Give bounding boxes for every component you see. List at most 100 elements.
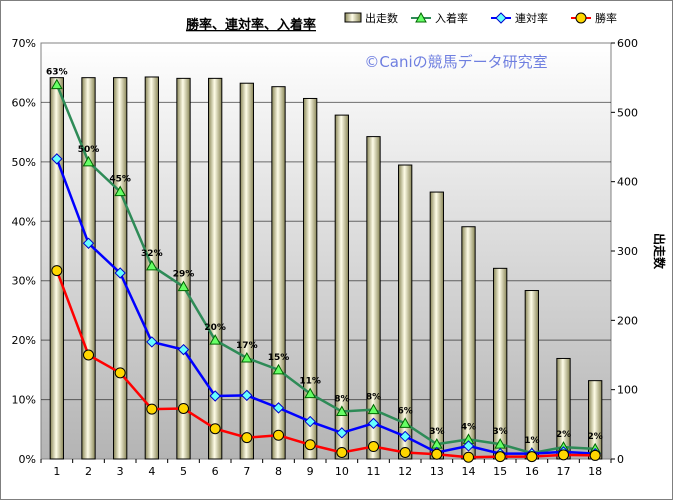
legend: 出走数 入着率 連対率 勝率 xyxy=(344,11,617,25)
legend-label: 出走数 xyxy=(365,11,398,25)
bar-starts xyxy=(334,114,349,460)
data-label: 63% xyxy=(46,68,68,78)
勝率-point xyxy=(114,367,126,379)
勝率-point xyxy=(399,446,411,458)
x-tick-label: 8 xyxy=(275,465,282,478)
x-tick-label: 5 xyxy=(180,465,187,478)
x-tick-label: 11 xyxy=(367,465,381,478)
勝率-point xyxy=(304,439,316,451)
x-tick-label: 7 xyxy=(243,465,250,478)
連対率-point xyxy=(304,415,316,428)
x-tick-label: 9 xyxy=(307,465,314,478)
x-tick-label: 4 xyxy=(148,465,155,478)
入着率-point xyxy=(114,185,127,197)
入着率-line xyxy=(55,84,596,455)
x-tick-label: 12 xyxy=(398,465,412,478)
x-tick-label: 2 xyxy=(85,465,92,478)
data-label: 8% xyxy=(366,393,381,403)
data-label: 2% xyxy=(556,430,571,440)
勝率-point xyxy=(463,451,474,463)
legend-swatch-bar xyxy=(344,12,362,23)
x-tick-label: 18 xyxy=(588,465,602,478)
left-tick-label: 10% xyxy=(12,394,36,407)
入着率-point xyxy=(145,259,158,271)
x-tick-label: 1 xyxy=(53,465,60,478)
x-tick-label: 3 xyxy=(117,465,124,478)
data-label: 15% xyxy=(268,353,290,363)
left-tick-label: 20% xyxy=(12,334,36,347)
勝率-point xyxy=(558,449,569,461)
data-label: 8% xyxy=(334,394,349,404)
data-label: 45% xyxy=(109,175,131,185)
連対率-point xyxy=(177,343,190,356)
連対率-point xyxy=(462,440,475,452)
left-tick-label: 40% xyxy=(12,215,36,228)
right-tick-label: 500 xyxy=(617,106,638,119)
x-tick-label: 6 xyxy=(212,465,219,478)
bar-starts xyxy=(524,290,539,460)
bar-starts xyxy=(429,191,444,460)
right-axis-title: 出走数 xyxy=(652,233,667,270)
right-tick-label: 200 xyxy=(617,314,638,327)
勝率-point xyxy=(526,451,538,463)
data-label: 4% xyxy=(461,422,476,432)
x-tick-label: 13 xyxy=(430,465,444,478)
left-tick-label: 30% xyxy=(12,275,36,288)
bar-series-starts xyxy=(49,76,603,460)
入着率-point xyxy=(240,351,253,363)
legend-label: 勝率 xyxy=(595,11,617,25)
入着率-point xyxy=(415,11,427,23)
連対率-point xyxy=(82,237,95,249)
data-label: 20% xyxy=(204,323,226,333)
data-labels: 63% 50% 45% 32% 29% 20% 17% 15% 11% 8% 8% 6% 3% 4% 3% 1… xyxy=(46,68,603,446)
right-tick-label: 600 xyxy=(617,37,638,50)
bar-starts xyxy=(303,97,318,460)
勝率-point xyxy=(336,446,348,458)
data-label: 11% xyxy=(299,377,321,387)
連対率-point xyxy=(367,417,380,430)
連対率-point xyxy=(495,12,507,24)
bar-starts xyxy=(176,77,191,460)
勝率-point xyxy=(146,403,158,415)
入着率-point xyxy=(335,405,348,416)
left-tick-label: 60% xyxy=(12,96,36,109)
入着率-point xyxy=(304,387,317,399)
入着率-point xyxy=(50,78,63,90)
勝率-point xyxy=(83,349,94,361)
bar-starts xyxy=(239,82,254,460)
right-tick-label: 300 xyxy=(617,245,638,258)
data-label: 3% xyxy=(493,427,508,437)
入着率-point xyxy=(399,417,412,428)
x-tick-label: 14 xyxy=(462,465,476,478)
勝率-point xyxy=(178,402,189,414)
left-tick-label: 0% xyxy=(19,453,36,466)
入着率-point xyxy=(272,363,285,375)
勝率-point xyxy=(209,423,221,435)
勝率-point xyxy=(241,432,253,444)
data-label: 17% xyxy=(236,341,258,351)
axes: 0% 10% 20% 30% 40% 50% 60% 70% 0 100 200 300 400 500 6… xyxy=(12,37,638,478)
連対率-point xyxy=(114,267,126,279)
data-label: 50% xyxy=(78,145,100,155)
x-tick-label: 10 xyxy=(335,465,349,478)
watermark-text: ©Caniの競馬データ研究室 xyxy=(364,53,547,71)
勝率-point xyxy=(494,451,506,463)
勝率-point xyxy=(589,449,601,461)
data-label: 3% xyxy=(429,427,444,437)
legend-label: 入着率 xyxy=(435,11,468,25)
勝率-point xyxy=(273,429,284,441)
data-label: 2% xyxy=(588,432,603,442)
勝率-point xyxy=(368,441,379,453)
data-label: 29% xyxy=(173,270,195,280)
x-tick-label: 15 xyxy=(493,465,507,478)
bar-starts xyxy=(271,86,286,460)
data-label: 32% xyxy=(141,249,163,259)
right-tick-label: 100 xyxy=(617,384,638,397)
bar-starts xyxy=(366,136,381,460)
連対率-point xyxy=(146,336,158,348)
連対率-point xyxy=(51,153,63,165)
legend-label: 連対率 xyxy=(515,11,548,25)
gridlines xyxy=(41,101,611,401)
right-tick-label: 400 xyxy=(617,176,638,189)
bar-starts xyxy=(81,77,96,460)
